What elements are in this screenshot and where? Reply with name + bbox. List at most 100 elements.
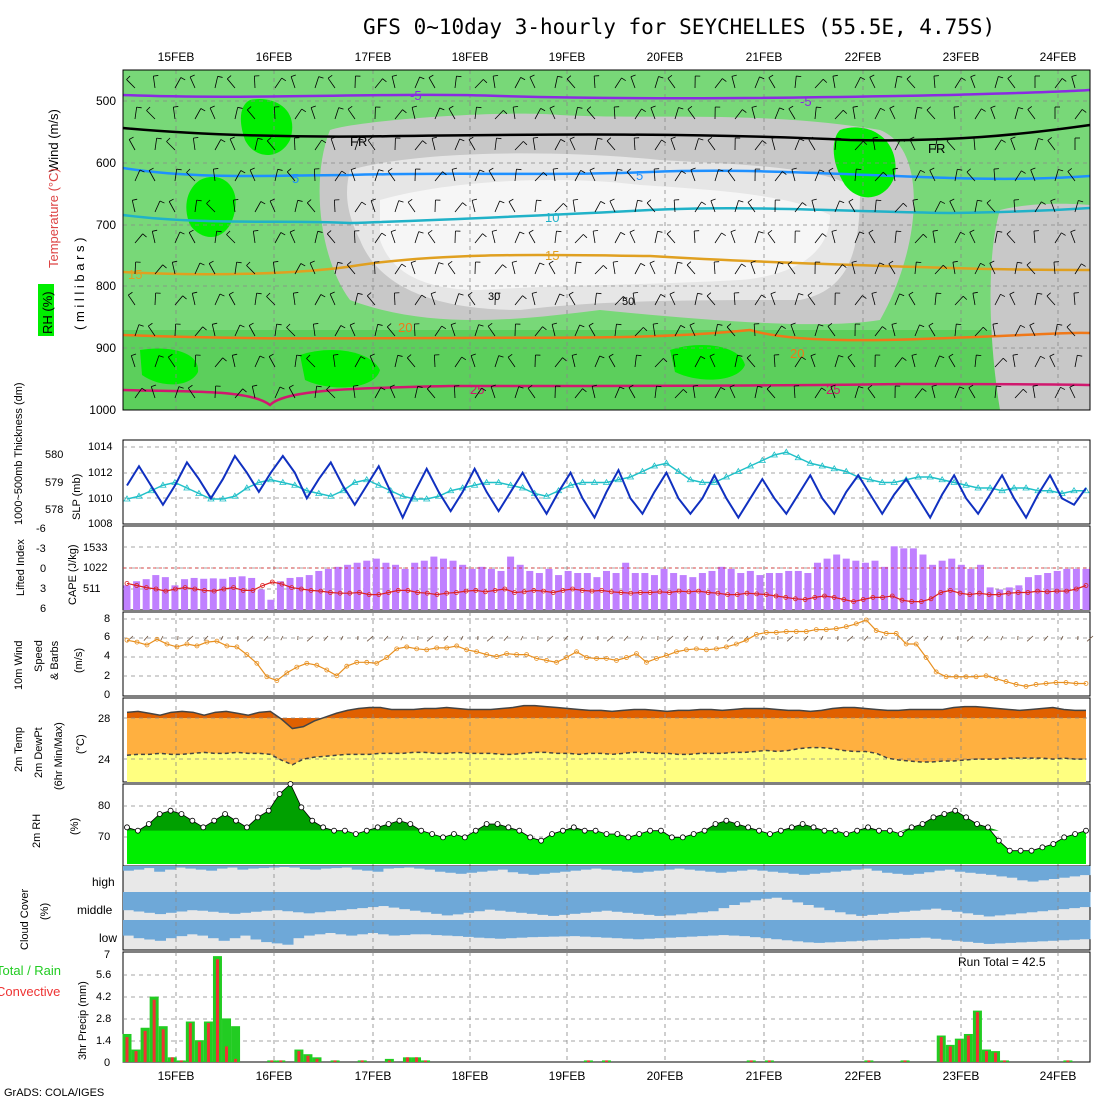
wind-barb [211, 324, 216, 337]
wind-barb [814, 233, 823, 244]
thickness-point [231, 492, 239, 499]
cloud-bar [877, 892, 889, 914]
dewpoint-line [126, 746, 1086, 766]
wind-barb [1049, 356, 1056, 368]
lifted-index-point [318, 588, 324, 594]
cloud-bar [261, 920, 273, 943]
wind-barb [128, 291, 133, 296]
wind10m-barb [426, 635, 434, 642]
wind-barb [378, 169, 384, 172]
wind-barb [454, 202, 463, 213]
wind-barb [968, 387, 976, 399]
cape-bar [478, 566, 486, 610]
wind-speed-point [284, 670, 290, 676]
wind-speed-point [763, 630, 769, 635]
cloud-bar [951, 920, 963, 941]
wind-barb [529, 76, 536, 89]
temp2m-axis-label: (6hr Min/Max) [53, 722, 65, 790]
wind-barb [511, 262, 516, 275]
lifted-index-point [802, 597, 808, 602]
wind-barb [831, 231, 836, 244]
cloud-bar [216, 866, 228, 869]
thickness-point [614, 475, 623, 483]
cloud-bar [378, 892, 390, 907]
wind-speed-point [534, 656, 539, 661]
wind-barb [553, 167, 559, 170]
wind-barb [494, 200, 501, 213]
wind-tick: 6 [104, 631, 110, 643]
wind-barb [483, 79, 488, 84]
wind-barb [314, 139, 323, 151]
wind-barb [811, 200, 816, 213]
precip-convective-bar [1066, 1060, 1070, 1062]
wind-barb [1037, 292, 1043, 295]
thickness-point [339, 486, 347, 494]
wind-barb [314, 294, 322, 306]
rh2m-point [178, 811, 185, 817]
wind-barb [811, 198, 817, 201]
cape-bar [842, 558, 850, 610]
wind-barb [989, 260, 995, 264]
wind-barb [926, 106, 931, 111]
cloud-bar [409, 892, 422, 911]
wind-barb [729, 384, 735, 388]
wind-barb [374, 324, 379, 337]
wind-barb [361, 201, 367, 206]
rh2m-point [211, 817, 218, 824]
wind-barb [286, 327, 296, 337]
wind-barb [706, 295, 716, 306]
wind-barb [427, 229, 433, 234]
lifted-index-point [938, 590, 944, 595]
cloud-bar [372, 866, 384, 872]
cloud-bar [994, 920, 1006, 944]
wind-barb [912, 200, 916, 213]
wind-barb [1058, 169, 1064, 172]
wind-barb [1032, 386, 1036, 399]
wind-barb [626, 171, 636, 182]
thickness-point [722, 473, 731, 480]
rh2m-point [440, 834, 446, 841]
wind-barb [268, 356, 276, 368]
wind-barb [606, 140, 616, 151]
precip-convective-bar [1003, 1060, 1007, 1062]
wind-barb [974, 326, 984, 337]
rh2m-point [570, 824, 577, 831]
cloud-bar [538, 866, 550, 874]
cloud-bar [335, 920, 347, 935]
wind-barb [189, 74, 195, 78]
isotherm-label: FR [350, 134, 367, 149]
wind-barb [549, 105, 555, 109]
wind-barb [187, 387, 196, 399]
slp-tick: 1012 [88, 467, 112, 479]
wind-barb [969, 229, 975, 233]
isotherm-25 [122, 382, 1091, 407]
wind-barb [862, 140, 868, 145]
lifted-index-point [667, 590, 672, 595]
wind-barb [569, 136, 575, 140]
wind-barb [957, 168, 963, 171]
lifted-index-point [192, 586, 198, 592]
wind-barb [482, 233, 487, 238]
wind-barb [554, 139, 561, 151]
wind10m-barb [983, 635, 989, 641]
wind-barb [147, 325, 156, 337]
wind-barb [612, 262, 616, 275]
wind-barb [248, 322, 254, 326]
wind-barb [976, 354, 982, 356]
wind-barb [990, 107, 996, 120]
thickness-point [962, 481, 970, 488]
wind-barb [706, 292, 712, 297]
wind-barb [949, 198, 955, 202]
wind-speed-point [1043, 681, 1049, 686]
wind-barb [314, 231, 319, 244]
wind-barb [543, 172, 548, 177]
cape-bar [804, 573, 812, 610]
wind-barb [272, 262, 276, 275]
wind-barb [654, 231, 658, 244]
wind-barb [470, 355, 476, 368]
cloud-bar [165, 892, 177, 913]
wind-barb [990, 105, 996, 109]
cloud-bar [866, 892, 878, 915]
wind-speed-point [274, 678, 280, 683]
wind-barb [574, 170, 581, 182]
